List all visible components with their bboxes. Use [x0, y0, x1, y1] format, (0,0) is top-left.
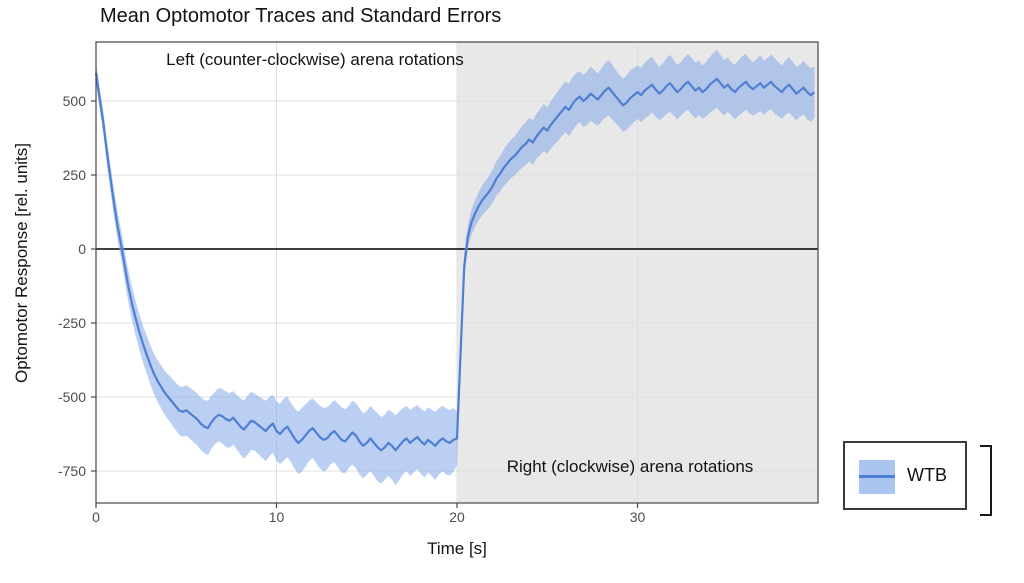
right-bracket-mark — [980, 445, 992, 516]
x-axis-title: Time [s] — [427, 539, 487, 558]
legend-ribbon-swatch — [859, 460, 895, 494]
legend-label-wtb: WTB — [907, 465, 947, 485]
y-tick-label-250: 250 — [62, 167, 86, 183]
y-tick-label-500: 500 — [62, 93, 86, 109]
y-tick-label-0: 0 — [78, 241, 86, 257]
x-tick-label-20: 20 — [449, 509, 465, 525]
y-tick-label--750: -750 — [57, 463, 86, 479]
legend-box: WTB — [843, 441, 967, 510]
x-tick-label-10: 10 — [268, 509, 285, 525]
y-tick-label--250: -250 — [57, 315, 86, 331]
x-tick-label-0: 0 — [92, 509, 100, 525]
annotation-right-rotations: Right (clockwise) arena rotations — [506, 457, 754, 476]
legend-line-swatch — [859, 475, 895, 478]
mean-trace-line — [94, 72, 816, 452]
annotation-left-rotations: Left (counter-clockwise) arena rotations — [166, 50, 464, 69]
y-tick-label--500: -500 — [57, 389, 86, 405]
x-tick-label-30: 30 — [629, 509, 646, 525]
y-axis-title: Optomotor Response [rel. units] — [12, 142, 31, 384]
se-ribbon — [96, 49, 815, 486]
chart-title: Mean Optomotor Traces and Standard Error… — [100, 5, 502, 27]
